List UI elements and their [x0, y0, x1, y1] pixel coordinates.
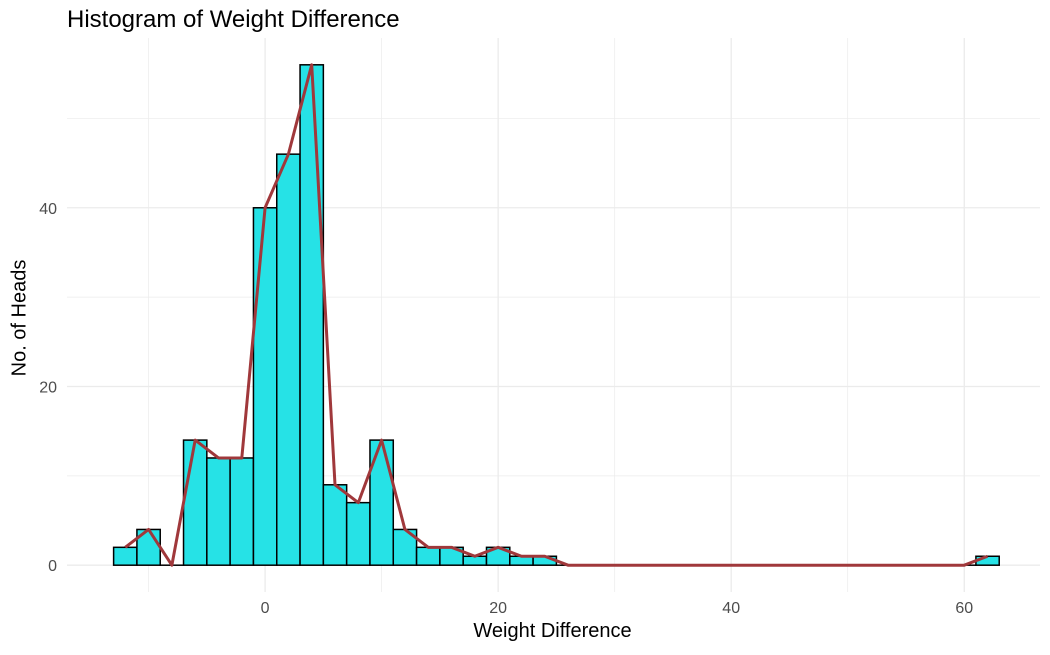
histogram-bar [415, 546, 441, 566]
histogram-bar [275, 153, 301, 566]
y-tick-label: 40 [39, 201, 57, 218]
frequency-polygon [124, 63, 989, 567]
histogram-bar [112, 546, 138, 566]
x-tick-label: 20 [489, 600, 507, 617]
histogram-bar [322, 484, 348, 566]
histogram-bar [206, 457, 231, 566]
x-tick-label: 40 [722, 600, 740, 617]
histogram-bar [229, 457, 255, 566]
y-tick-label: 0 [48, 558, 57, 575]
x-tick-label: 60 [955, 600, 973, 617]
histogram-bar [345, 501, 371, 566]
histogram-bar [299, 64, 325, 566]
tick-labels: 0 20 40 60 0 20 40 [39, 201, 973, 617]
histogram-bar [182, 439, 208, 566]
x-tick-label: 0 [261, 600, 270, 617]
histogram-bar [252, 207, 278, 566]
y-tick-label: 20 [39, 379, 57, 396]
frequency-polygon-line [124, 63, 989, 567]
chart-title: Histogram of Weight Difference [67, 6, 400, 33]
x-axis-title: Weight Difference [473, 620, 632, 642]
histogram-bars [112, 64, 1000, 566]
y-axis-title: No. of Heads [8, 259, 31, 377]
